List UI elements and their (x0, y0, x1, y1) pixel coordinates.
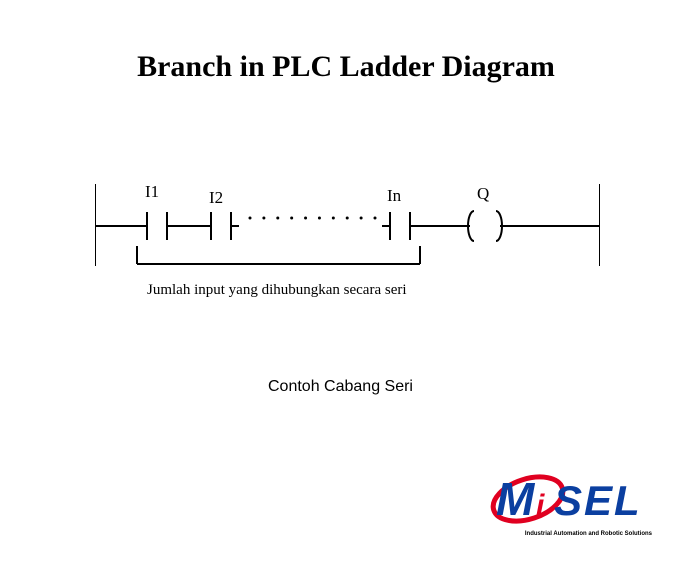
svg-text:M: M (496, 473, 536, 525)
logo-svg: MiSEL (486, 465, 656, 535)
svg-text:L: L (614, 477, 640, 524)
page-title: Branch in PLC Ladder Diagram (0, 50, 692, 84)
title-text: Branch in PLC Ladder Diagram (137, 50, 555, 83)
output-label-q: Q (477, 184, 489, 204)
diagram-caption: Contoh Cabang Seri (268, 378, 413, 396)
ladder-diagram: I1 I2 In Q Jumlah input yang dihubungkan… (95, 170, 600, 310)
logo-tagline: Industrial Automation and Robotic Soluti… (525, 531, 652, 537)
caption-text: Contoh Cabang Seri (268, 378, 413, 395)
svg-text:E: E (584, 477, 614, 524)
contact-label-in: In (387, 186, 401, 206)
contact-label-i2: I2 (209, 188, 223, 208)
brand-logo: MiSEL Industrial Automation and Robotic … (486, 465, 656, 535)
svg-text:S: S (554, 477, 582, 524)
svg-text:i: i (536, 489, 545, 522)
contact-label-i1: I1 (145, 182, 159, 202)
bracket-label: Jumlah input yang dihubungkan secara ser… (147, 282, 407, 299)
